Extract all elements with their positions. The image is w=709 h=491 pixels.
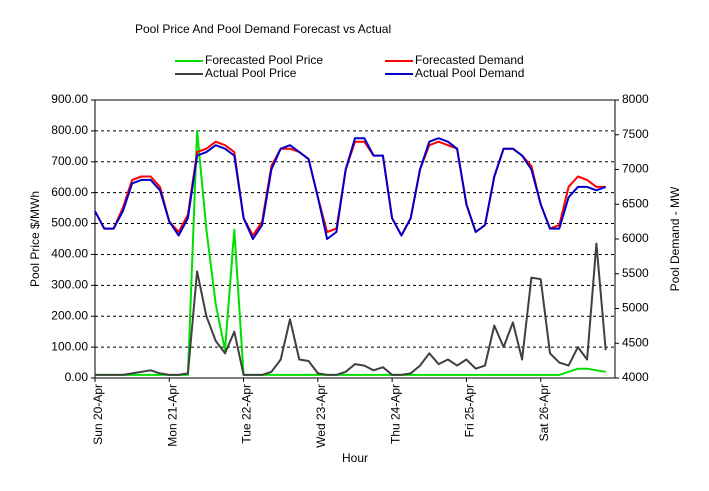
y-tick-label: 300.00 [51,278,88,292]
y2-axis-label: Pool Demand - MW [668,186,682,291]
y2-tick-label: 4500 [622,335,649,349]
y-tick-label: 0.00 [65,370,89,384]
x-tick-label: Tue 22-Apr [240,384,254,444]
y-tick-label: 800.00 [51,123,88,137]
y-tick-label: 200.00 [51,308,88,322]
y2-tick-label: 5000 [622,301,649,315]
x-tick-label: Sat 26-Apr [537,384,551,441]
legend-label: Forecasted Pool Price [205,53,323,67]
legend-label: Actual Pool Demand [415,66,524,80]
y2-tick-label: 4000 [622,370,649,384]
x-tick-label: Thu 24-Apr [388,384,402,444]
y2-tick-label: 6500 [622,196,649,210]
legend-label: Forecasted Demand [415,53,524,67]
y2-tick-label: 7500 [622,127,649,141]
series-line [94,137,607,240]
y2-tick-label: 6000 [622,231,649,245]
x-tick-label: Fri 25-Apr [463,384,477,437]
y-tick-label: 900.00 [51,92,88,106]
x-tick-label: Mon 21-Apr [165,384,179,447]
plot-area [94,99,616,379]
y-axis-label: Pool Price $/MWh [28,191,42,287]
series-line [95,242,607,376]
y2-tick-label: 7000 [622,162,649,176]
legend-label: Actual Pool Price [205,66,297,80]
y-tick-label: 500.00 [51,216,88,230]
y2-tick-label: 5500 [622,266,649,280]
y-tick-label: 600.00 [51,185,88,199]
y-tick-label: 700.00 [51,154,88,168]
y2-tick-label: 8000 [622,92,649,106]
chart-title: Pool Price And Pool Demand Forecast vs A… [135,22,391,36]
x-tick-label: Sun 20-Apr [91,384,105,445]
y-tick-label: 100.00 [51,339,88,353]
y-tick-label: 400.00 [51,247,88,261]
x-tick-label: Wed 23-Apr [314,384,328,448]
x-axis-label: Hour [342,451,368,465]
